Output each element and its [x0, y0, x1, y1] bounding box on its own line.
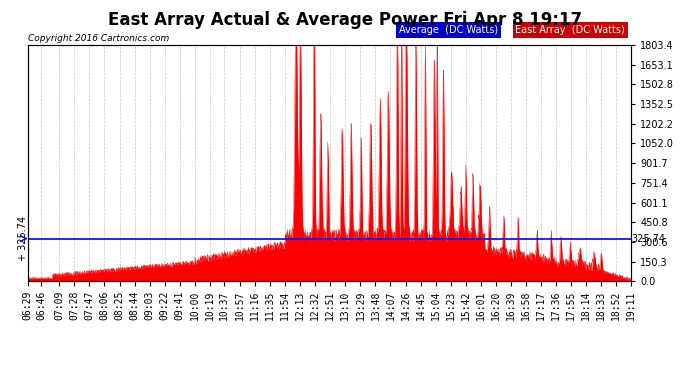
- Text: East Array Actual & Average Power Fri Apr 8 19:17: East Array Actual & Average Power Fri Ap…: [108, 11, 582, 29]
- Text: Copyright 2016 Cartronics.com: Copyright 2016 Cartronics.com: [28, 34, 169, 43]
- Text: 325.74: 325.74: [631, 234, 665, 244]
- Text: Average  (DC Watts): Average (DC Watts): [399, 25, 498, 34]
- Text: + 325.74: + 325.74: [18, 216, 28, 261]
- Text: East Array  (DC Watts): East Array (DC Watts): [515, 25, 625, 34]
